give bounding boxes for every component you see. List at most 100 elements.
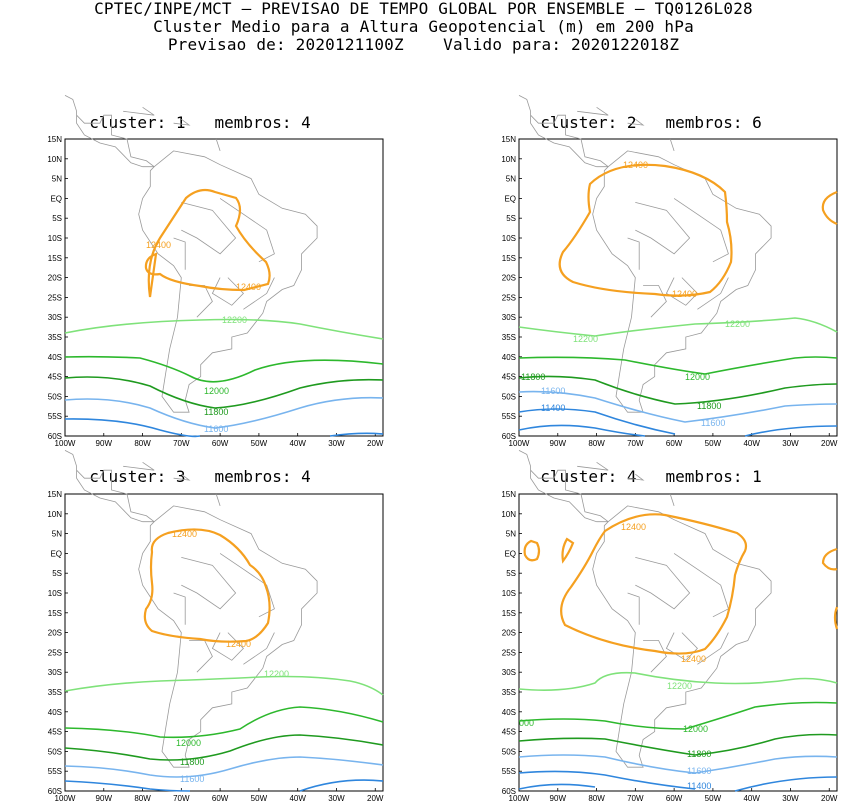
coastline-segment [592, 505, 772, 768]
lon-tick-label: 30W [782, 794, 799, 803]
lat-tick-label: 40S [502, 708, 516, 717]
coastline-segment [530, 114, 609, 168]
coastline-segment [627, 237, 640, 270]
contour-label: 11400 [687, 781, 711, 791]
lat-tick-label: 10N [47, 510, 62, 519]
contour-11600 [64, 396, 384, 429]
lon-tick-label: 20W [821, 794, 838, 803]
coastline-segment [76, 469, 155, 523]
contour-12200 [518, 671, 838, 691]
contour-11800 [64, 734, 384, 761]
header-line-2: Cluster Medio para a Altura Geopotencial… [153, 17, 694, 36]
header-line-1: CPTEC/INPE/MCT — PREVISAO DE TEMPO GLOBA… [94, 0, 753, 18]
contour-label: 12200 [573, 334, 598, 344]
lat-tick-label: 60S [502, 432, 516, 441]
contour-12400 [143, 528, 271, 643]
contour-label: 12400 [621, 522, 646, 532]
lat-tick-label: 15N [501, 135, 516, 144]
lat-tick-label: 50S [48, 747, 62, 756]
lat-tick-label: 60S [48, 787, 62, 796]
coastline-segment [669, 138, 675, 152]
contour-12400-east [821, 190, 838, 226]
lat-tick-label: EQ [504, 194, 516, 203]
contour-label: 11400 [541, 403, 565, 413]
lon-tick-label: 80W [588, 439, 605, 448]
contour-11600 [64, 756, 384, 778]
contour-label: 12400 [672, 289, 697, 299]
coastline-segment [123, 461, 155, 471]
lon-tick-label: 30W [328, 794, 345, 803]
panel-plot: 15N 10N 5N EQ 5S 10S 15S 20S 25S 30S 35S 40S 45S 50S 5… [47, 450, 384, 803]
lat-tick-label: 5S [52, 569, 62, 578]
lon-tick-label: 20W [821, 439, 838, 448]
panel-title: cluster: 2 membros: 6 [540, 113, 762, 132]
panel-plot: 15N 10N 5N EQ 5S 10S 15S 20S 25S 30S 35S 40S 45S 50S 5… [501, 95, 838, 448]
coastline-segment [627, 118, 645, 126]
contour-label: 11600 [180, 774, 204, 784]
plot-frame [64, 138, 384, 437]
lat-tick-label: 30S [502, 313, 516, 322]
lat-tick-label: 35S [502, 333, 516, 342]
panel-plot: 15N 10N 5N EQ 5S 10S 15S 20S 25S 30S 35S 40S 45S 50S 5… [47, 95, 384, 448]
coastline-segment [665, 277, 698, 306]
contour-11600 [518, 754, 838, 774]
coastline-segment [189, 640, 213, 673]
coastline-segment [215, 493, 221, 507]
lat-tick-label: 15N [47, 490, 62, 499]
panel-plot: 15N 10N 5N EQ 5S 10S 15S 20S 25S 30S 35S 40S 45S 50S 5… [501, 450, 839, 803]
lon-tick-label: 80W [588, 794, 605, 803]
coastline-segment [173, 118, 191, 126]
lat-axis-labels: 15N 10N 5N EQ 5S 10S 15S 20S 25S 30S 35S 40S 45S 50S 5… [47, 135, 68, 441]
contour-label: 12000 [685, 372, 710, 382]
lon-tick-label: 70W [627, 439, 644, 448]
lon-tick-label: 40W [289, 439, 306, 448]
plot-frame [518, 493, 838, 792]
contour-label: 11800 [204, 407, 228, 417]
lat-tick-label: 45S [502, 728, 516, 737]
lat-tick-label: 20S [502, 274, 516, 283]
contour-12400-east [821, 547, 839, 630]
coastline-segment [138, 150, 318, 413]
contour-12200 [64, 318, 384, 340]
lat-tick-label: EQ [50, 549, 62, 558]
lat-tick-label: 15S [502, 609, 516, 618]
coastline-segment [76, 114, 155, 168]
lat-tick-label: 30S [48, 668, 62, 677]
coastline-segment [243, 632, 275, 665]
lat-tick-label: 35S [502, 688, 516, 697]
lon-tick-label: 60W [666, 794, 683, 803]
lat-tick-label: 10N [501, 510, 516, 519]
contour-11400 [518, 770, 838, 792]
contour-label: 11800 [521, 372, 545, 382]
contour-12400 [144, 188, 271, 298]
coastline-segment [215, 138, 221, 152]
lat-tick-label: 40S [502, 353, 516, 362]
lat-tick-label: 10N [501, 155, 516, 164]
coastline-segment [181, 557, 237, 610]
header-line-3: Previsao de: 2020121100Z Valido para: 20… [167, 35, 680, 54]
contour-12000 [64, 355, 384, 383]
continent-outline [64, 450, 318, 768]
panel-title: cluster: 3 membros: 4 [89, 467, 311, 486]
coastline-segment [592, 150, 772, 413]
lon-tick-label: 80W [134, 439, 151, 448]
lat-tick-label: 55S [48, 767, 62, 776]
contour-label: 12200 [222, 315, 247, 325]
lat-tick-label: 35S [48, 688, 62, 697]
contour-label: 12200 [264, 669, 289, 679]
continent-outline [64, 95, 318, 413]
lon-tick-label: 30W [782, 439, 799, 448]
contour-label: 12400 [226, 639, 251, 649]
map-panel-cluster-2: cluster: 2 membros: 6 15N 10N 5N EQ 5S 10S 15S… [455, 95, 847, 452]
contour-label: 12200 [667, 681, 692, 691]
coastline-segment [181, 202, 237, 255]
lat-tick-label: 25S [502, 293, 516, 302]
lat-tick-label: 45S [48, 373, 62, 382]
contour-12200 [518, 317, 838, 337]
coastline-segment [635, 202, 691, 255]
lon-tick-label: 60W [212, 439, 229, 448]
contour-11800 [64, 376, 384, 409]
lon-axis-labels: 100W 90W 80W 70W 60W 50W 40W 30W 20W [55, 788, 384, 803]
lon-tick-label: 50W [251, 439, 268, 448]
lat-tick-label: 10N [47, 155, 62, 164]
